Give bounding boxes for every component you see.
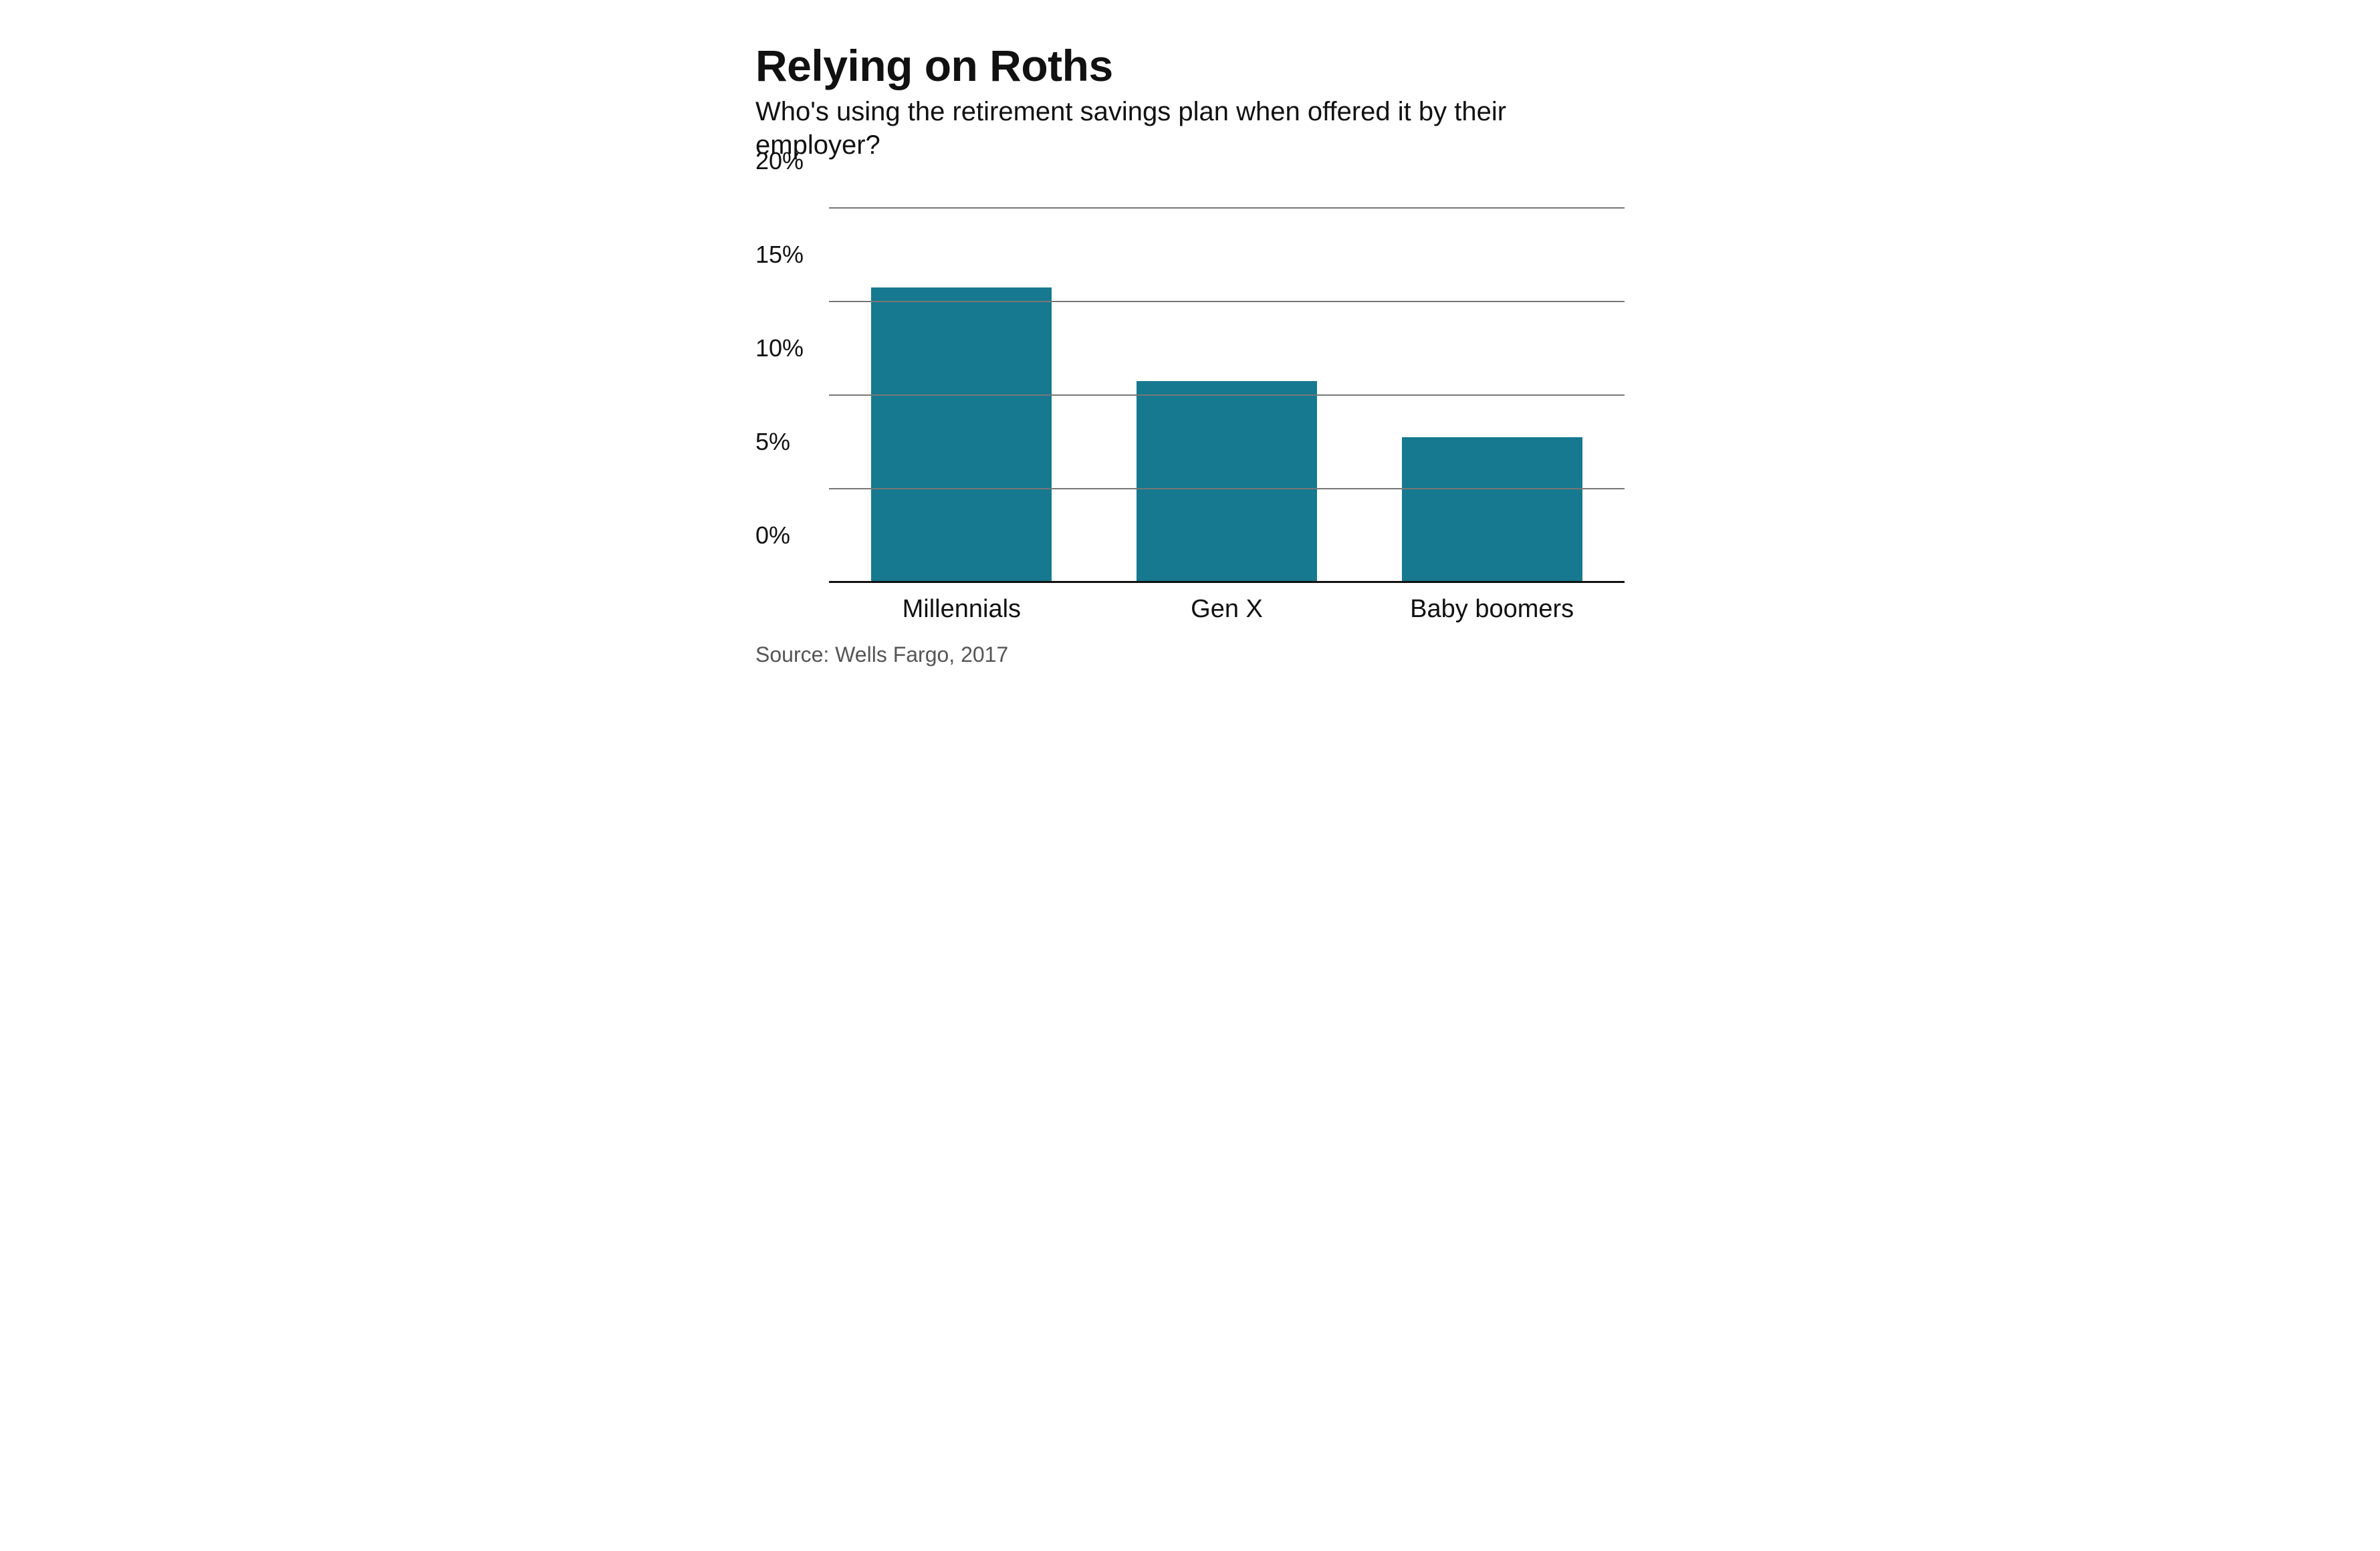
category-labels-row: MillennialsGen XBaby boomers xyxy=(829,595,1625,624)
gridline xyxy=(829,301,1625,302)
category-label: Gen X xyxy=(1094,595,1360,624)
chart-area: 0%5%10%15%20% xyxy=(829,209,1625,583)
chart-source: Source: Wells Fargo, 2017 xyxy=(755,642,1625,667)
bar-slot xyxy=(829,209,1094,583)
gridline xyxy=(829,581,1625,583)
category-label: Baby boomers xyxy=(1359,595,1625,624)
bar xyxy=(1137,381,1317,583)
gridline xyxy=(829,394,1625,396)
gridline xyxy=(829,488,1625,489)
bar-slot xyxy=(1359,209,1625,583)
chart-plot: 0%5%10%15%20% MillennialsGen XBaby boome… xyxy=(755,209,1625,624)
category-label: Millennials xyxy=(829,595,1094,624)
y-axis-label: 15% xyxy=(755,241,822,271)
chart-title: Relying on Roths xyxy=(755,40,1625,91)
bar xyxy=(871,287,1052,583)
y-axis-label: 10% xyxy=(755,334,822,365)
bars-group xyxy=(829,209,1625,583)
y-axis-label: 20% xyxy=(755,147,822,178)
bar xyxy=(1402,437,1582,583)
y-axis-label: 0% xyxy=(755,521,822,552)
chart-container: Relying on Roths Who's using the retirem… xyxy=(695,0,1685,707)
chart-subtitle: Who's using the retirement savings plan … xyxy=(755,95,1591,162)
bar-slot xyxy=(1094,209,1360,583)
y-axis-label: 5% xyxy=(755,428,822,459)
gridline xyxy=(829,207,1625,209)
